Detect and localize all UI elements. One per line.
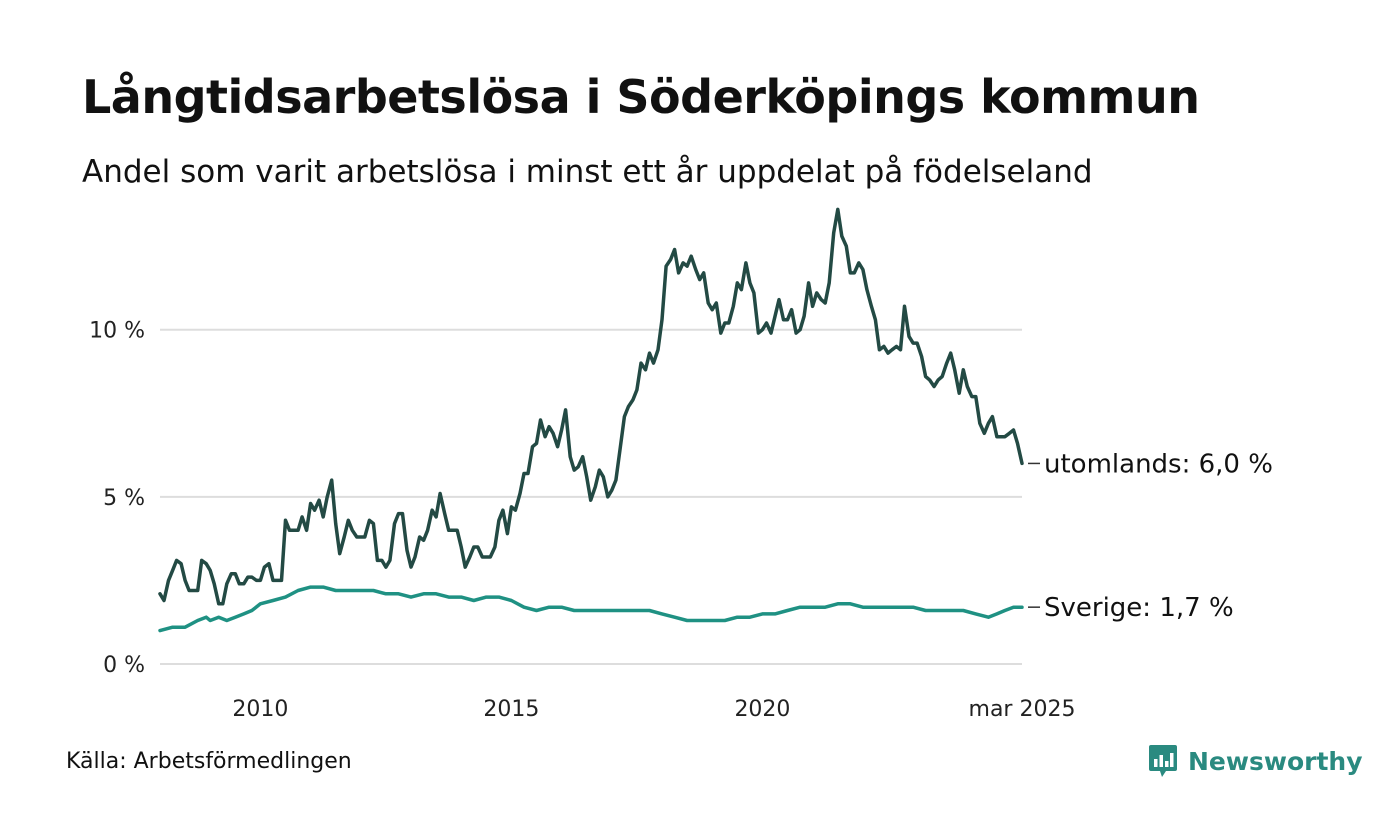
source-note: Källa: Arbetsförmedlingen xyxy=(66,749,352,774)
series-end-label: utomlands: 6,0 % xyxy=(1044,449,1273,479)
y-tick-label: 10 % xyxy=(89,319,145,344)
y-axis-ticks: 0 % 5 % 10 % xyxy=(89,319,145,678)
series-lines xyxy=(158,207,1024,633)
series-end-label: Sverige: 1,7 % xyxy=(1044,593,1234,623)
y-tick-label: 5 % xyxy=(103,486,145,511)
x-tick-label: mar 2025 xyxy=(969,697,1076,722)
x-axis-ticks: 2010 2015 2020 mar 2025 xyxy=(232,697,1075,722)
series-line-0 xyxy=(158,207,1024,606)
chart-subtitle: Andel som varit arbetslösa i minst ett å… xyxy=(82,154,1093,190)
brand-name: Newsworthy xyxy=(1188,746,1363,776)
y-tick-label: 0 % xyxy=(103,653,145,678)
chart-title: Långtidsarbetslösa i Söderköpings kommun xyxy=(82,70,1200,124)
x-tick-label: 2010 xyxy=(232,697,288,722)
x-tick-label: 2015 xyxy=(483,697,539,722)
end-labels: utomlands: 6,0 % Sverige: 1,7 % xyxy=(1028,449,1273,623)
series-line-1 xyxy=(158,585,1024,633)
x-tick-label: 2020 xyxy=(734,697,790,722)
newsworthy-logo-icon xyxy=(1149,745,1177,777)
brand-logo: Newsworthy xyxy=(1148,743,1363,779)
